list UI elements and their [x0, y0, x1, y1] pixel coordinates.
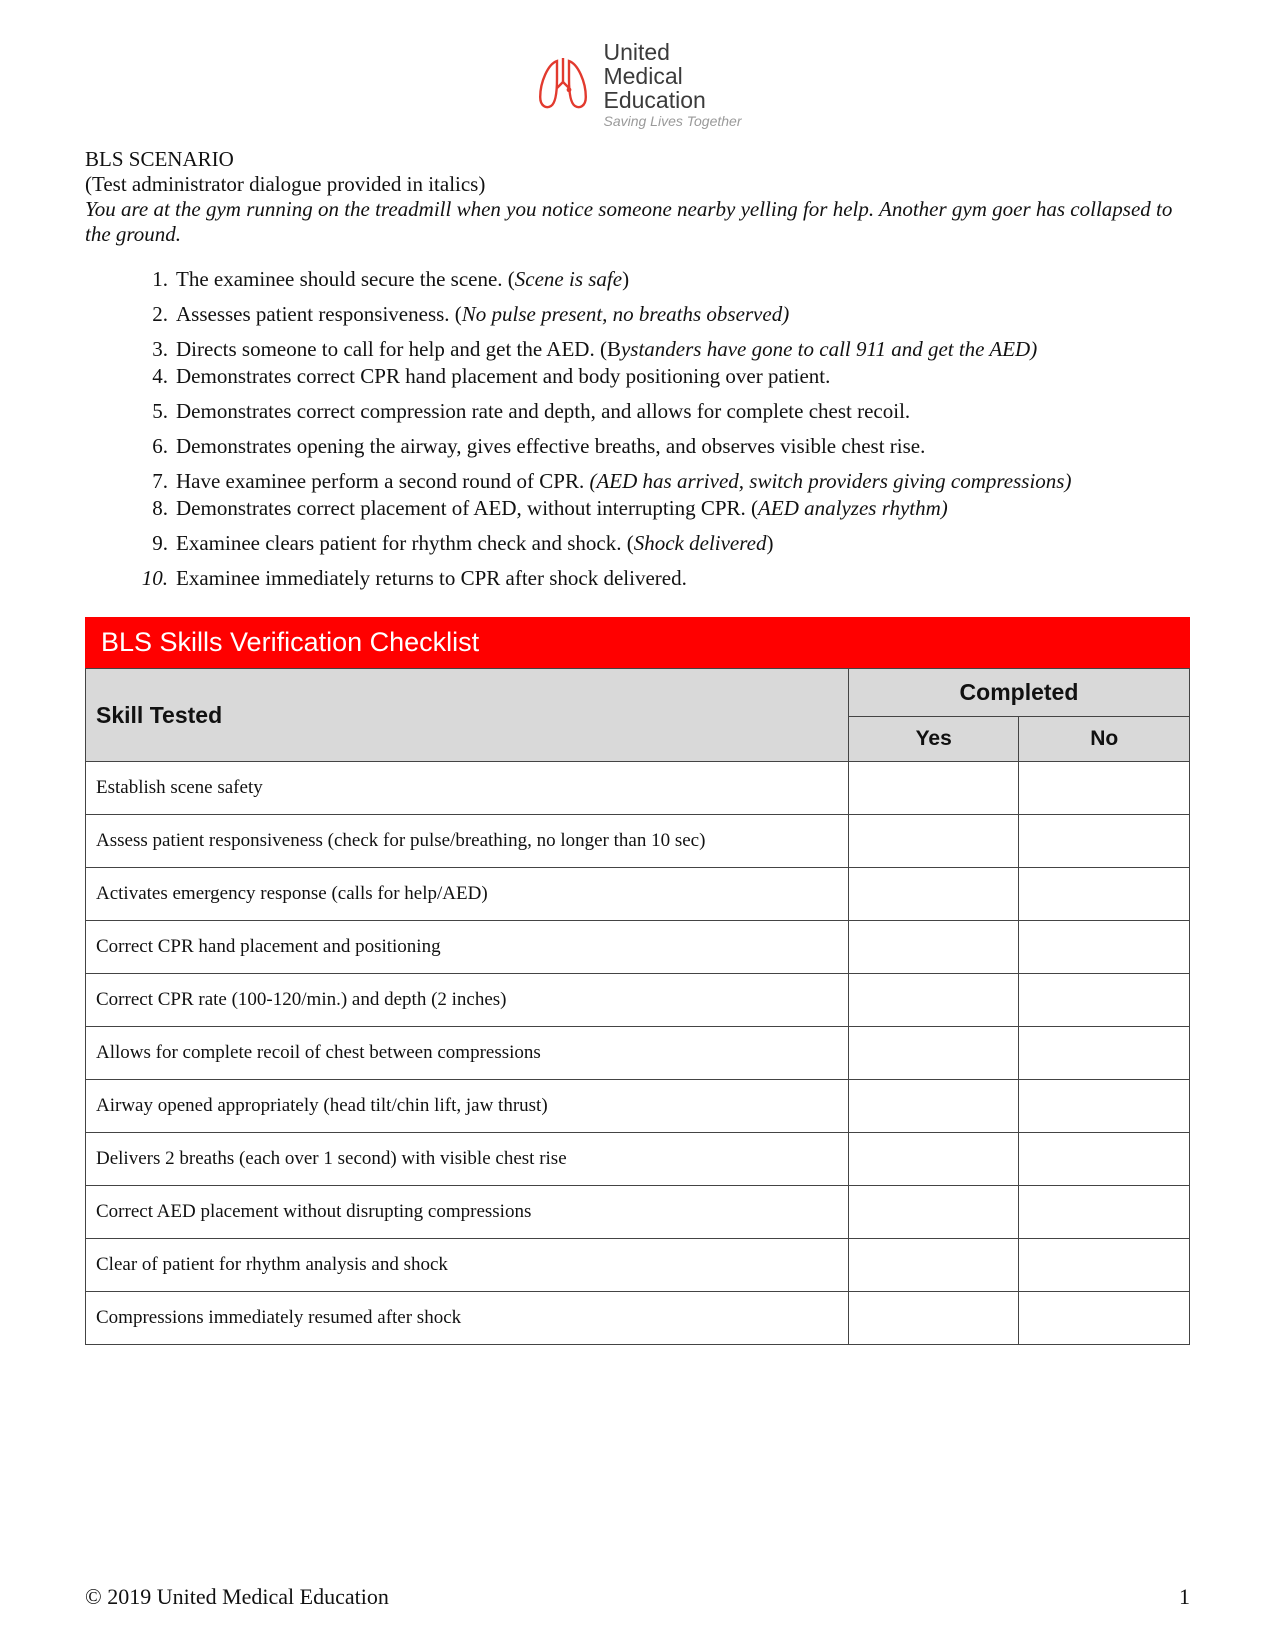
- skill-cell: Activates emergency response (calls for …: [86, 868, 849, 921]
- col-skill-header: Skill Tested: [86, 669, 849, 762]
- logo-line-2: Medical: [603, 64, 741, 88]
- step-text: Demonstrates correct placement of AED, w…: [176, 496, 948, 520]
- yes-cell[interactable]: [848, 762, 1019, 815]
- logo: United Medical Education Saving Lives To…: [85, 40, 1190, 129]
- skill-cell: Airway opened appropriately (head tilt/c…: [86, 1080, 849, 1133]
- skill-cell: Clear of patient for rhythm analysis and…: [86, 1239, 849, 1292]
- table-row: Correct CPR rate (100-120/min.) and dept…: [86, 974, 1190, 1027]
- step-text: Assesses patient responsiveness. (No pul…: [176, 302, 789, 326]
- yes-cell[interactable]: [848, 815, 1019, 868]
- no-cell[interactable]: [1019, 1292, 1190, 1345]
- no-cell[interactable]: [1019, 868, 1190, 921]
- scenario-step: 9. Examinee clears patient for rhythm ch…: [140, 531, 1190, 556]
- scenario-step: 4. Demonstrates correct CPR hand placemen…: [140, 364, 1190, 389]
- step-number: 9.: [140, 531, 168, 556]
- scenario-step: 5. Demonstrates correct compression rate …: [140, 399, 1190, 424]
- skill-cell: Delivers 2 breaths (each over 1 second) …: [86, 1133, 849, 1186]
- step-number: 4.: [140, 364, 168, 389]
- no-cell[interactable]: [1019, 1133, 1190, 1186]
- page-number: 1: [1179, 1584, 1190, 1610]
- table-row: Activates emergency response (calls for …: [86, 868, 1190, 921]
- logo-tagline: Saving Lives Together: [603, 114, 741, 129]
- copyright: © 2019 United Medical Education: [85, 1584, 389, 1610]
- col-no-header: No: [1019, 717, 1190, 762]
- table-row: Assess patient responsiveness (check for…: [86, 815, 1190, 868]
- table-row: Correct AED placement without disrupting…: [86, 1186, 1190, 1239]
- skill-cell: Allows for complete recoil of chest betw…: [86, 1027, 849, 1080]
- step-text: Demonstrates correct compression rate an…: [176, 399, 910, 423]
- step-text: Examinee immediately returns to CPR afte…: [176, 566, 687, 590]
- yes-cell[interactable]: [848, 921, 1019, 974]
- no-cell[interactable]: [1019, 1186, 1190, 1239]
- step-text: Have examinee perform a second round of …: [176, 469, 1071, 493]
- scenario-step: 2. Assesses patient responsiveness. (No p…: [140, 302, 1190, 327]
- skill-cell: Compressions immediately resumed after s…: [86, 1292, 849, 1345]
- step-number: 3.: [140, 337, 168, 362]
- step-text: Examinee clears patient for rhythm check…: [176, 531, 773, 555]
- step-number: 10.: [140, 566, 168, 591]
- skill-cell: Assess patient responsiveness (check for…: [86, 815, 849, 868]
- skill-cell: Establish scene safety: [86, 762, 849, 815]
- scenario-step: 6. Demonstrates opening the airway, gives…: [140, 434, 1190, 459]
- skill-cell: Correct AED placement without disrupting…: [86, 1186, 849, 1239]
- no-cell[interactable]: [1019, 1239, 1190, 1292]
- no-cell[interactable]: [1019, 921, 1190, 974]
- yes-cell[interactable]: [848, 974, 1019, 1027]
- yes-cell[interactable]: [848, 1133, 1019, 1186]
- scenario-subtitle: (Test administrator dialogue provided in…: [85, 172, 1190, 197]
- no-cell[interactable]: [1019, 762, 1190, 815]
- step-text: Directs someone to call for help and get…: [176, 337, 1037, 361]
- step-number: 8.: [140, 496, 168, 521]
- step-number: 1.: [140, 267, 168, 292]
- yes-cell[interactable]: [848, 1239, 1019, 1292]
- step-number: 2.: [140, 302, 168, 327]
- no-cell[interactable]: [1019, 1080, 1190, 1133]
- no-cell[interactable]: [1019, 1027, 1190, 1080]
- scenario-step: 7. Have examinee perform a second round o…: [140, 469, 1190, 494]
- checklist-table: Skill Tested Completed Yes No Establish …: [85, 668, 1190, 1345]
- table-row: Compressions immediately resumed after s…: [86, 1292, 1190, 1345]
- scenario-step: 3. Directs someone to call for help and g…: [140, 337, 1190, 362]
- yes-cell[interactable]: [848, 1080, 1019, 1133]
- scenario-title: BLS SCENARIO: [85, 147, 1190, 172]
- yes-cell[interactable]: [848, 868, 1019, 921]
- no-cell[interactable]: [1019, 815, 1190, 868]
- logo-line-3: Education: [603, 88, 741, 112]
- scenario-step: 1. The examinee should secure the scene. …: [140, 267, 1190, 292]
- col-yes-header: Yes: [848, 717, 1019, 762]
- step-text: Demonstrates correct CPR hand placement …: [176, 364, 830, 388]
- scenario-step: 8. Demonstrates correct placement of AED,…: [140, 496, 1190, 521]
- checklist-banner: BLS Skills Verification Checklist: [85, 617, 1190, 668]
- step-number: 5.: [140, 399, 168, 424]
- yes-cell[interactable]: [848, 1186, 1019, 1239]
- scenario-steps: 1. The examinee should secure the scene. …: [140, 267, 1190, 591]
- logo-line-1: United: [603, 40, 741, 64]
- step-text: The examinee should secure the scene. (S…: [176, 267, 629, 291]
- col-completed-header: Completed: [848, 669, 1189, 717]
- skill-cell: Correct CPR hand placement and positioni…: [86, 921, 849, 974]
- scenario-step: 10. Examinee immediately returns to CPR …: [140, 566, 1190, 591]
- step-number: 7.: [140, 469, 168, 494]
- footer: © 2019 United Medical Education 1: [85, 1584, 1190, 1610]
- table-row: Establish scene safety: [86, 762, 1190, 815]
- table-row: Delivers 2 breaths (each over 1 second) …: [86, 1133, 1190, 1186]
- table-row: Airway opened appropriately (head tilt/c…: [86, 1080, 1190, 1133]
- yes-cell[interactable]: [848, 1292, 1019, 1345]
- logo-text: United Medical Education Saving Lives To…: [603, 40, 741, 129]
- no-cell[interactable]: [1019, 974, 1190, 1027]
- table-row: Correct CPR hand placement and positioni…: [86, 921, 1190, 974]
- table-row: Clear of patient for rhythm analysis and…: [86, 1239, 1190, 1292]
- yes-cell[interactable]: [848, 1027, 1019, 1080]
- skill-cell: Correct CPR rate (100-120/min.) and dept…: [86, 974, 849, 1027]
- step-number: 6.: [140, 434, 168, 459]
- scenario-body: You are at the gym running on the treadm…: [85, 197, 1190, 247]
- step-text: Demonstrates opening the airway, gives e…: [176, 434, 925, 458]
- lungs-icon: [533, 55, 593, 115]
- table-row: Allows for complete recoil of chest betw…: [86, 1027, 1190, 1080]
